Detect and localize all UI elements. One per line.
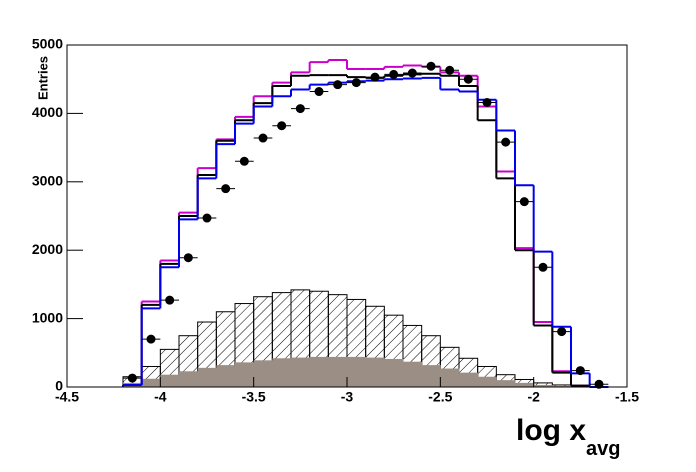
filled-bin [160, 374, 180, 387]
data-point [426, 61, 436, 71]
x-tick-label: -4.5 [55, 389, 79, 405]
y-tick-label: 1000 [32, 309, 63, 325]
data-point [221, 184, 231, 194]
data-point [501, 137, 511, 147]
x-axis-title-sub: avg [586, 438, 620, 460]
filled-bin [440, 368, 460, 387]
filled-bin [552, 385, 572, 387]
filled-bin [141, 378, 161, 387]
filled-bin [459, 372, 479, 387]
x-axis-title: log xavg [516, 414, 620, 460]
x-tick-label: -4 [154, 389, 167, 405]
data-point [575, 366, 585, 376]
filled-bin [291, 357, 311, 387]
data-point [314, 87, 324, 97]
filled-bin [235, 362, 255, 387]
filled-bin [328, 356, 348, 387]
filled-bin [384, 358, 404, 387]
filled-bin [403, 361, 423, 387]
filled-bin [272, 358, 292, 387]
x-axis-title-main: log x [516, 414, 586, 447]
filled-bin [253, 360, 273, 387]
filled-bin [515, 382, 535, 387]
data-point [277, 121, 287, 131]
filled-bin [179, 371, 199, 387]
x-tick-label: -3.5 [242, 389, 266, 405]
data-point [389, 69, 399, 79]
data-point [482, 97, 492, 107]
x-tick-label: -2.5 [428, 389, 452, 405]
filled-bin [197, 367, 217, 387]
x-tick-label: -3 [341, 389, 354, 405]
filled-bin [309, 356, 329, 387]
data-point [557, 327, 567, 337]
data-point [258, 133, 268, 143]
data-point [445, 65, 455, 75]
data-point [183, 253, 193, 263]
data-point [146, 334, 156, 344]
data-point [463, 74, 473, 84]
data-point [295, 104, 305, 114]
plot-area [122, 59, 609, 389]
y-tick-label: 5000 [32, 36, 63, 52]
filled-bin [365, 357, 385, 387]
data-point [239, 156, 249, 166]
filled-bin [216, 365, 236, 387]
data-point [519, 197, 529, 207]
filled-bin [477, 376, 497, 387]
data-point [370, 72, 380, 82]
filled-bin [533, 384, 553, 387]
y-tick-label: 0 [55, 378, 63, 394]
filled-bin [421, 365, 441, 387]
data-point [407, 68, 417, 78]
data-point [333, 80, 343, 90]
y-axis-title: Entries [35, 56, 50, 100]
data-point [202, 213, 212, 223]
x-tick-label: -2 [527, 389, 540, 405]
filled-bin [347, 356, 367, 387]
y-tick-label: 2000 [32, 241, 63, 257]
data-point [165, 295, 175, 305]
filled-bin [496, 380, 516, 387]
data-point [351, 78, 361, 88]
y-tick-label: 3000 [32, 173, 63, 189]
data-point [538, 262, 548, 272]
y-tick-label: 4000 [32, 104, 63, 120]
data-point [127, 373, 137, 383]
x-tick-label: -1.5 [615, 389, 639, 405]
